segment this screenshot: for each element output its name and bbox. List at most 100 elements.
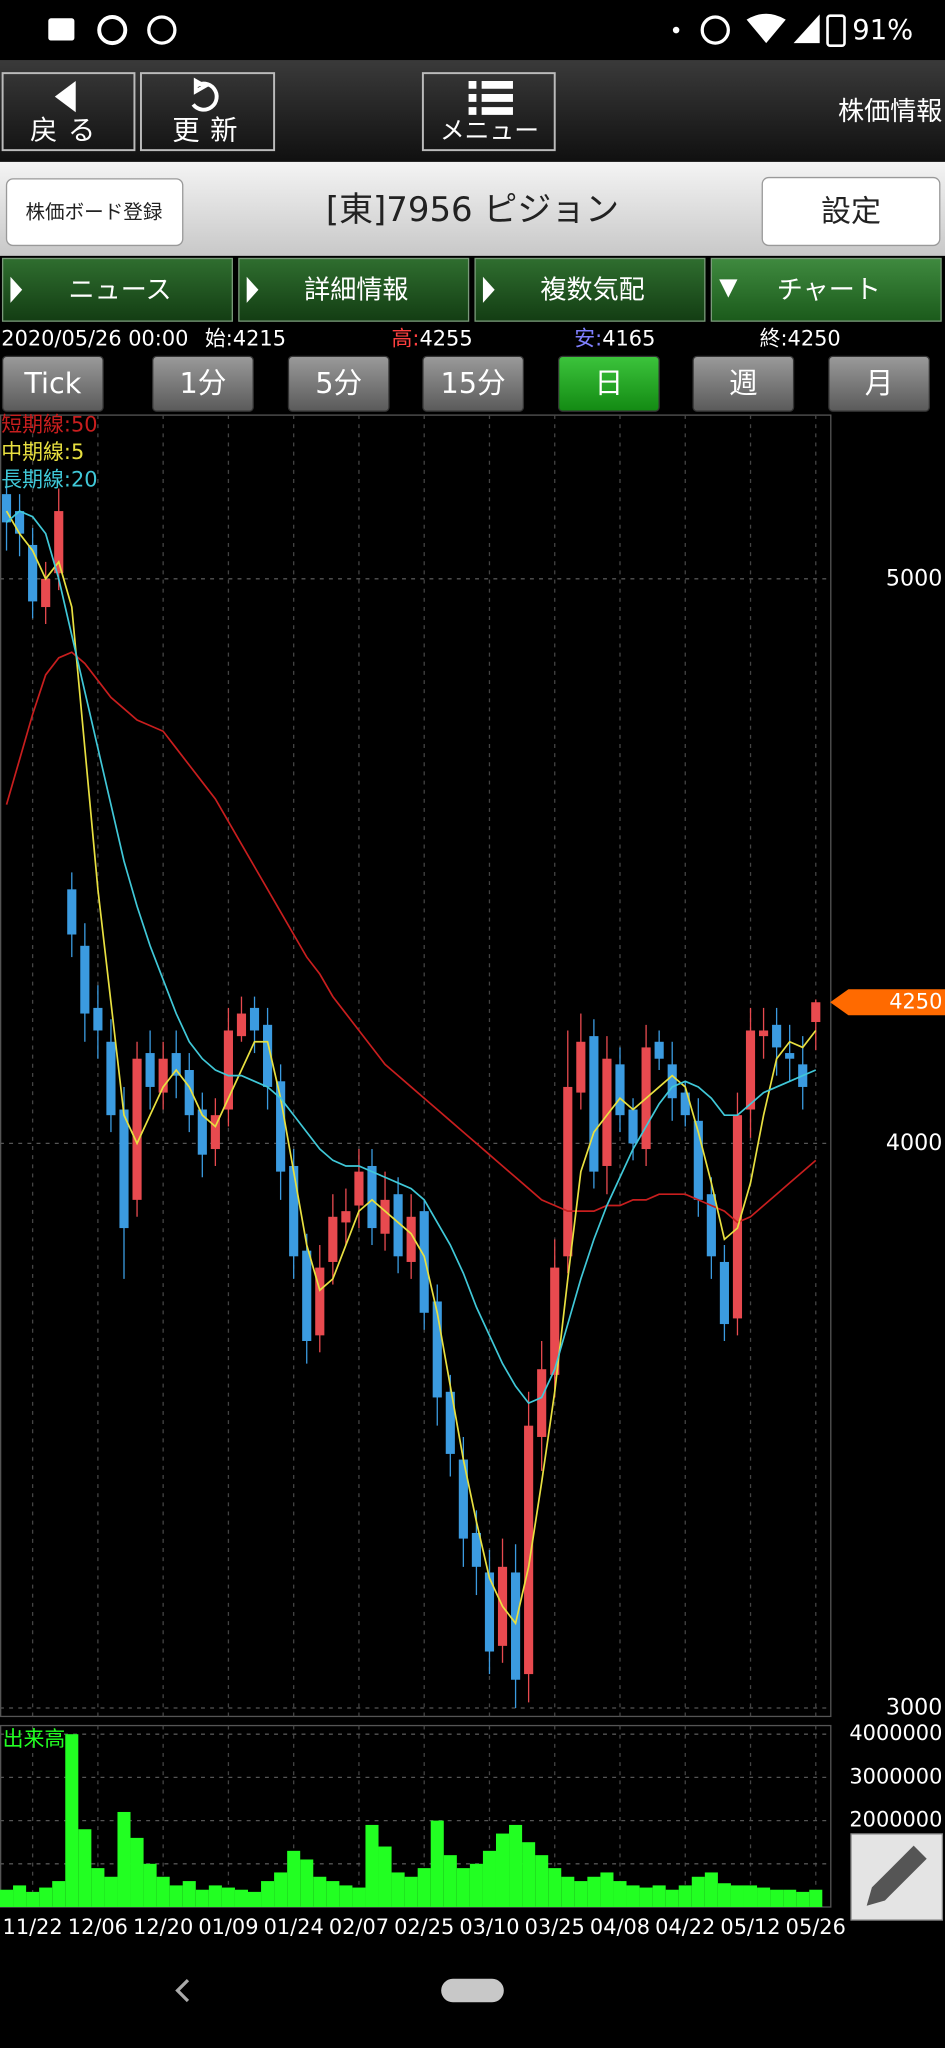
period-button[interactable]: 日 xyxy=(557,355,660,412)
settings-frame xyxy=(761,176,941,247)
price-marker-label: 4250 xyxy=(889,989,942,1013)
menu-label: メニュー xyxy=(440,116,539,145)
candle-body xyxy=(563,1086,573,1257)
candle-body xyxy=(67,889,77,935)
menu-button[interactable]: メニュー xyxy=(421,72,556,152)
edit-button[interactable] xyxy=(850,1833,944,1921)
candle-body xyxy=(132,1058,142,1200)
tab[interactable]: チャート xyxy=(710,257,942,322)
tab[interactable]: 詳細情報 xyxy=(238,257,470,322)
volume-bar xyxy=(757,1887,771,1908)
settings-button[interactable]: 設定 xyxy=(761,176,941,247)
tab-arrow xyxy=(246,276,259,303)
x-tick-label: 03/10 xyxy=(459,1915,519,1939)
period-frame xyxy=(828,355,930,412)
price-marker xyxy=(830,989,945,1016)
volume-bar xyxy=(326,1881,340,1908)
volume-bar xyxy=(104,1876,118,1908)
volume-bar xyxy=(417,1868,431,1908)
moving-average-line xyxy=(5,651,817,1224)
x-tick-label: 05/26 xyxy=(786,1915,846,1939)
tab-label: 複数気配 xyxy=(540,276,644,306)
candle-body xyxy=(106,1041,116,1116)
toolbar: 戻る 更新 メニュー 株価情報 xyxy=(0,60,945,162)
candle-body xyxy=(445,1391,455,1454)
quote-value: 4165 xyxy=(602,326,655,350)
globe-icon xyxy=(147,15,177,45)
candle-body xyxy=(93,1007,103,1031)
quote-item: 終:4250 xyxy=(760,326,841,350)
candle-body xyxy=(15,511,25,534)
tab-frame xyxy=(710,257,942,322)
volume-bar xyxy=(156,1876,170,1908)
tab-label: チャート xyxy=(777,276,881,306)
x-tick-label: 02/07 xyxy=(329,1915,389,1939)
settings-label: 設定 xyxy=(821,194,881,229)
board-register-frame xyxy=(5,178,184,247)
candle-body xyxy=(119,1109,129,1229)
candle-body xyxy=(223,1030,233,1110)
volume-bar xyxy=(404,1876,418,1908)
nav-home[interactable] xyxy=(441,1978,504,2003)
tab-arrow xyxy=(10,276,23,303)
dot-icon xyxy=(672,26,680,34)
period-label: 1分 xyxy=(179,366,226,400)
x-tick-label: 01/24 xyxy=(264,1915,324,1939)
wifi-icon xyxy=(746,13,786,44)
volume-bar xyxy=(234,1889,248,1908)
candle-body xyxy=(693,1120,703,1200)
candle-body xyxy=(706,1194,716,1257)
candle-body xyxy=(667,1064,677,1099)
tab-label: 詳細情報 xyxy=(304,276,408,306)
tab[interactable]: 複数気配 xyxy=(474,257,706,322)
period-button[interactable]: Tick xyxy=(1,355,104,412)
tab[interactable]: ニュース xyxy=(1,257,233,322)
period-frame xyxy=(557,355,660,412)
volume-tick-label: 2000000 xyxy=(849,1808,942,1832)
volume-bar xyxy=(26,1891,40,1908)
candle-body xyxy=(484,1572,495,1652)
back-arrow-icon xyxy=(54,80,76,113)
volume-bar xyxy=(247,1891,262,1908)
period-button[interactable]: 15分 xyxy=(422,355,525,412)
back-label: 戻る xyxy=(30,115,106,146)
tab-down-arrow xyxy=(719,279,738,298)
back-button[interactable]: 戻る xyxy=(1,72,136,152)
volume-bar xyxy=(52,1881,66,1908)
period-label: 週 xyxy=(729,366,758,400)
signal-icon xyxy=(793,14,820,44)
period-button[interactable]: 週 xyxy=(692,355,795,412)
volume-bar xyxy=(665,1889,679,1908)
volume-bar xyxy=(169,1885,183,1908)
period-frame xyxy=(152,355,254,412)
candle-body xyxy=(171,1053,181,1076)
back-button-frame xyxy=(1,72,136,152)
x-tick-label: 03/25 xyxy=(525,1915,585,1939)
period-button[interactable]: 1分 xyxy=(152,355,254,412)
nav-back[interactable] xyxy=(175,1978,190,2003)
quote-value: 4250 xyxy=(788,326,841,350)
volume-bar xyxy=(287,1850,301,1908)
candle-body xyxy=(41,578,51,608)
legend-entry: 長期線:20 xyxy=(1,467,97,491)
volume-bar xyxy=(770,1889,784,1908)
moving-average-line xyxy=(5,510,817,1405)
period-button[interactable]: 月 xyxy=(828,355,930,412)
volume-bar xyxy=(65,1734,79,1908)
refresh-button[interactable]: 更新 xyxy=(139,72,276,152)
x-tick-label: 05/12 xyxy=(720,1915,780,1939)
tab-frame xyxy=(474,257,706,322)
candle-body xyxy=(1,494,12,523)
refresh-icon xyxy=(191,77,219,112)
period-button[interactable]: 5分 xyxy=(287,355,390,412)
tab-frame xyxy=(1,257,233,322)
y-tick-label: 4000 xyxy=(886,1130,942,1156)
pencil-icon xyxy=(866,1845,927,1906)
volume-bar xyxy=(339,1885,353,1908)
board-register-button[interactable]: 株価ボード登録 xyxy=(5,178,184,247)
candle-body xyxy=(380,1199,390,1234)
volume-bar xyxy=(443,1855,457,1908)
candle-body xyxy=(80,945,90,1014)
